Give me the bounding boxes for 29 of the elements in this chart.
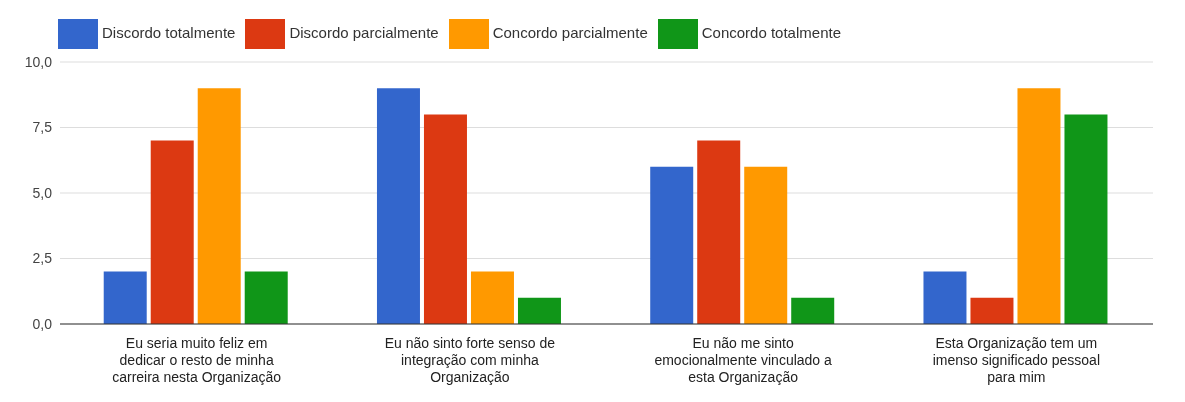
- legend-label: Concordo totalmente: [701, 23, 841, 41]
- bar: [697, 140, 741, 324]
- legend-label: Concordo parcialmente: [492, 23, 648, 41]
- bar: [150, 140, 194, 324]
- y-tick-label: 2,5: [32, 250, 53, 267]
- bar: [970, 297, 1014, 324]
- bar: [423, 114, 467, 324]
- x-tick-label: Eu seria muito feliz em dedicar o resto de minha carreira nesta Organização: [112, 335, 282, 385]
- y-tick-label: 5,0: [32, 184, 53, 201]
- legend-label: Discordo parcialmente: [289, 23, 439, 41]
- y-tick-label: 0,0: [32, 315, 53, 332]
- bar: [470, 271, 514, 324]
- bar: [197, 88, 241, 324]
- y-tick-label: 7,5: [32, 119, 53, 136]
- bar: [791, 297, 835, 324]
- bar: [1017, 88, 1061, 324]
- bar: [244, 271, 288, 324]
- x-tick-label: Esta Organização tem um imenso significado pessoal para mim: [932, 335, 1101, 385]
- bar: [376, 88, 420, 324]
- bar: [650, 166, 694, 324]
- bar: [103, 271, 147, 324]
- bar: [1064, 114, 1108, 324]
- bar: [744, 166, 788, 324]
- bar: [923, 271, 967, 324]
- x-tick-label: Eu não sinto forte senso de integração com minha Organização: [384, 335, 556, 385]
- x-tick-label: Eu não me sinto emocionalmente vinculado a esta Organização: [654, 335, 833, 385]
- legend-label: Discordo totalmente: [102, 23, 236, 41]
- bar: [517, 297, 561, 324]
- y-tick-label: 10,0: [24, 53, 53, 70]
